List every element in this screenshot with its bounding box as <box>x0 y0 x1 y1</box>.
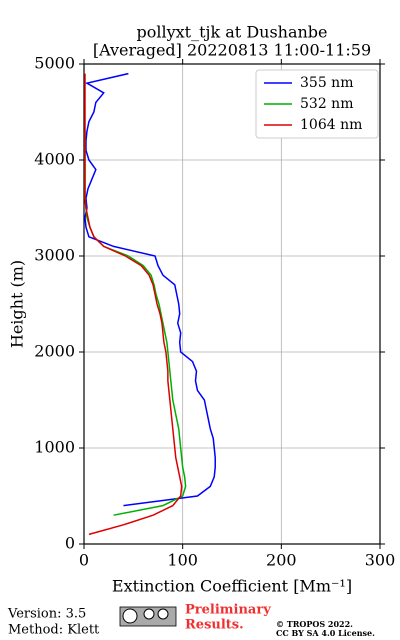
profile-line <box>84 73 183 536</box>
y-tick-label: 3000 <box>34 246 75 265</box>
x-tick-label: 300 <box>365 551 396 570</box>
legend-box <box>255 69 379 139</box>
x-axis-label: Extinction Coefficient [Mm⁻¹] <box>112 577 352 596</box>
method: Method: Klett <box>8 623 100 638</box>
cc-logo <box>119 606 177 627</box>
x-tick-label: 100 <box>167 551 198 570</box>
x-tick-label: 0 <box>79 551 89 570</box>
y-tick-label: 5000 <box>34 54 75 73</box>
chart-title: pollyxt_tjk at Dushanbe <box>136 23 327 42</box>
y-tick-label: 0 <box>65 534 75 553</box>
copyright: © TROPOS 2022. <box>276 619 353 629</box>
profile-line <box>84 72 216 507</box>
plot-frame <box>83 63 381 545</box>
y-tick-label: 1000 <box>34 438 75 457</box>
version: Version: 3.5 <box>7 607 86 622</box>
chart-title: [Averaged] 20220813 11:00-11:59 <box>93 41 371 60</box>
preliminary: Preliminary <box>185 603 271 618</box>
preliminary: Results. <box>185 618 244 633</box>
profile-line <box>84 131 187 516</box>
legend-label: 1064 nm <box>300 117 362 133</box>
y-axis-label: Height (m) <box>8 260 27 348</box>
x-tick-label: 200 <box>266 551 297 570</box>
legend-label: 355 nm <box>300 75 353 91</box>
y-tick-label: 2000 <box>34 342 75 361</box>
legend-label: 532 nm <box>300 96 353 112</box>
y-tick-label: 4000 <box>34 150 75 169</box>
license: CC BY SA 4.0 License. <box>276 628 375 638</box>
